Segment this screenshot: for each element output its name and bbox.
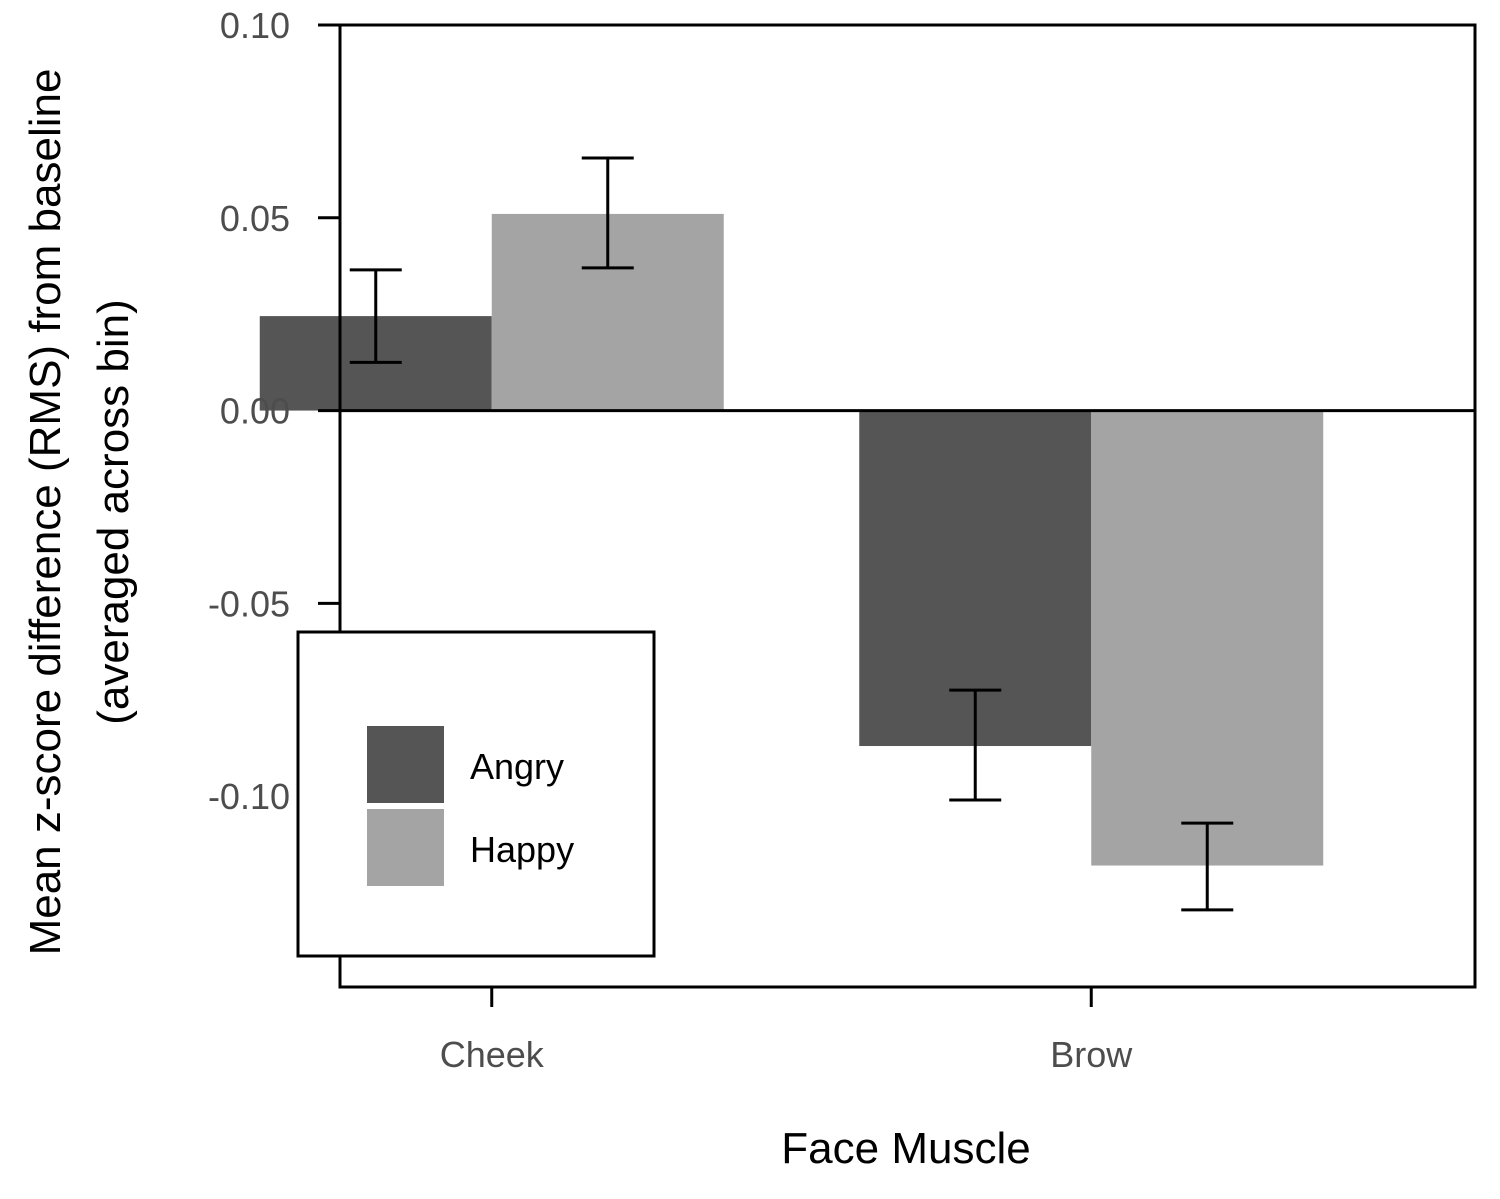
y-tick-label: -0.10 <box>208 776 290 817</box>
x-axis-title: Face Muscle <box>781 1124 1030 1173</box>
y-tick-label: 0.00 <box>220 391 290 432</box>
error-bar-cheek-happy <box>581 156 634 270</box>
y-tick-label: 0.10 <box>220 5 290 46</box>
bars-layer <box>259 213 1324 866</box>
legend-label-angry: Angry <box>470 746 564 787</box>
legend-key-happy <box>367 809 444 886</box>
y-tick-label: -0.05 <box>208 583 290 624</box>
x-tick-label-brow: Brow <box>1050 1034 1133 1075</box>
error-bars-layer <box>349 156 1234 912</box>
legend-key-angry <box>367 726 444 803</box>
bar-brow-happy <box>1091 410 1324 866</box>
error-bar-brow-happy <box>1181 821 1234 912</box>
y-axis-title-line-2: (averaged across bin) <box>89 299 138 725</box>
legend-box <box>296 630 656 958</box>
error-bar-cheek-angry <box>349 268 402 364</box>
x-tick-label-cheek: Cheek <box>440 1034 545 1075</box>
legend: Angry Happy <box>296 630 656 958</box>
error-bar-brow-angry <box>949 688 1002 802</box>
axes-layer: 0.10 0.05 0.00 -0.05 -0.10 Cheek Brow <box>208 5 1477 1075</box>
plot-frame <box>338 23 1477 989</box>
y-tick-label: 0.05 <box>220 198 290 239</box>
y-axis-title-line-1: Mean z-score difference (RMS) from basel… <box>21 69 70 956</box>
legend-label-happy: Happy <box>470 829 574 870</box>
